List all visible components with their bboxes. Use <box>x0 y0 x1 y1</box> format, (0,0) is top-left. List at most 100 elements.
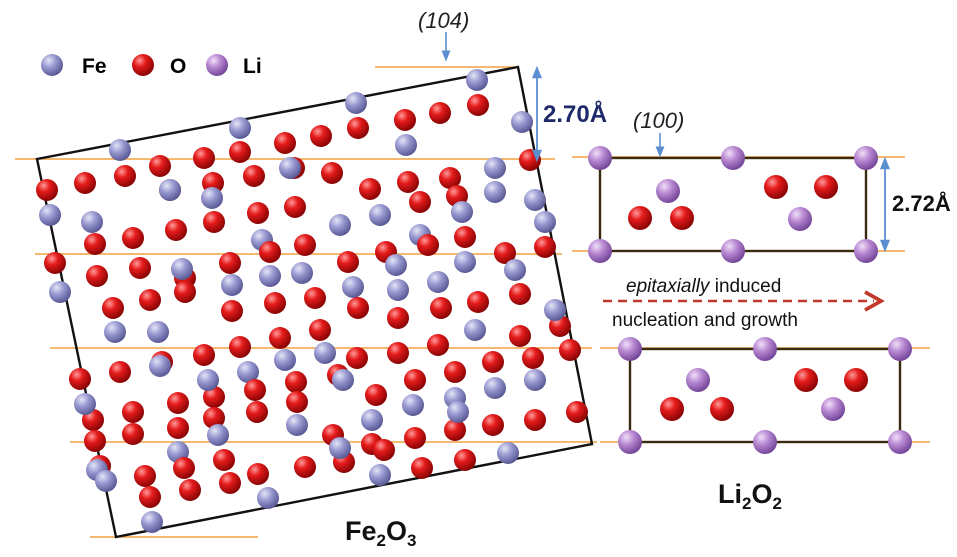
fe-atom <box>451 201 473 223</box>
o-atom <box>203 386 225 408</box>
epitaxy-text-line2: nucleation and growth <box>612 310 798 331</box>
legend: Fe O Li <box>41 54 262 78</box>
fe-atom <box>342 276 364 298</box>
li-atom <box>588 239 612 263</box>
li-atom <box>888 337 912 361</box>
o-atom <box>285 371 307 393</box>
fe-atom <box>171 258 193 280</box>
o-atom <box>109 361 131 383</box>
fe-atom <box>207 424 229 446</box>
fe-atom <box>524 369 546 391</box>
o-atom <box>213 449 235 471</box>
o-atom <box>844 368 868 392</box>
o-atom <box>102 297 124 319</box>
o-atom <box>429 102 451 124</box>
li2o2-plane-index: (100) <box>633 108 684 133</box>
o-atom <box>444 419 466 441</box>
o-atom <box>387 342 409 364</box>
o-atom <box>44 252 66 274</box>
fe-atom <box>497 442 519 464</box>
o-atom <box>509 283 531 305</box>
o-atom <box>310 125 332 147</box>
legend-fe-swatch <box>41 54 63 76</box>
li-atom <box>618 337 642 361</box>
fe-atom <box>447 401 469 423</box>
fe-atom <box>361 409 383 431</box>
fe-atom <box>464 319 486 341</box>
o-atom <box>397 171 419 193</box>
o-atom <box>139 486 161 508</box>
fe-atom <box>387 279 409 301</box>
li2o2-spacing-value: 2.72Å <box>892 190 951 216</box>
fe-atom <box>369 204 391 226</box>
o-atom <box>365 384 387 406</box>
fe-atom <box>149 355 171 377</box>
fe-atom <box>257 487 279 509</box>
fe-atom <box>147 321 169 343</box>
fe-atom <box>197 369 219 391</box>
li-atom <box>618 430 642 454</box>
o-atom <box>122 227 144 249</box>
fe2o3-plane-index: (104) <box>418 8 469 33</box>
fe-atom <box>504 259 526 281</box>
o-atom <box>411 457 433 479</box>
o-atom <box>129 257 151 279</box>
fe-atom <box>484 377 506 399</box>
o-atom <box>321 162 343 184</box>
fe-atom <box>484 181 506 203</box>
fe-atom <box>345 92 367 114</box>
o-atom <box>84 233 106 255</box>
o-atom <box>244 379 266 401</box>
fe-atom <box>395 134 417 156</box>
o-atom <box>36 179 58 201</box>
fe-atom <box>484 157 506 179</box>
fe-atom <box>286 414 308 436</box>
li-atom <box>721 239 745 263</box>
fe-atom <box>95 470 117 492</box>
fe-atom <box>229 117 251 139</box>
fe-atom <box>427 271 449 293</box>
li-atom <box>854 146 878 170</box>
fe-atom <box>221 274 243 296</box>
o-atom <box>193 344 215 366</box>
fe-atom <box>259 265 281 287</box>
li-atom <box>686 368 710 392</box>
fe-atom <box>39 204 61 226</box>
o-atom <box>86 265 108 287</box>
o-atom <box>359 178 381 200</box>
o-atom <box>628 206 652 230</box>
li-atom <box>888 430 912 454</box>
fe-atom <box>369 464 391 486</box>
fe-atom <box>109 139 131 161</box>
o-atom <box>427 334 449 356</box>
o-atom <box>246 401 268 423</box>
o-atom <box>347 117 369 139</box>
o-atom <box>203 407 225 429</box>
legend-o-swatch <box>132 54 154 76</box>
o-atom <box>139 289 161 311</box>
o-atom <box>286 391 308 413</box>
o-atom <box>114 165 136 187</box>
o-atom <box>167 417 189 439</box>
o-atom <box>404 369 426 391</box>
o-atom <box>524 409 546 431</box>
o-atom <box>229 141 251 163</box>
o-atom <box>167 392 189 414</box>
li-atom <box>821 397 845 421</box>
o-atom <box>219 472 241 494</box>
o-atom <box>259 241 281 263</box>
fe2o3-atoms <box>36 69 588 533</box>
fe-atom <box>104 321 126 343</box>
li2o2-lower <box>600 337 930 454</box>
o-atom <box>387 307 409 329</box>
fe-atom <box>141 511 163 533</box>
li-atom <box>854 239 878 263</box>
li-atom <box>656 179 680 203</box>
o-atom <box>247 463 269 485</box>
o-atom <box>566 401 588 423</box>
o-atom <box>430 297 452 319</box>
fe-atom <box>291 262 313 284</box>
fe-atom <box>81 211 103 233</box>
legend-li-swatch <box>206 54 228 76</box>
